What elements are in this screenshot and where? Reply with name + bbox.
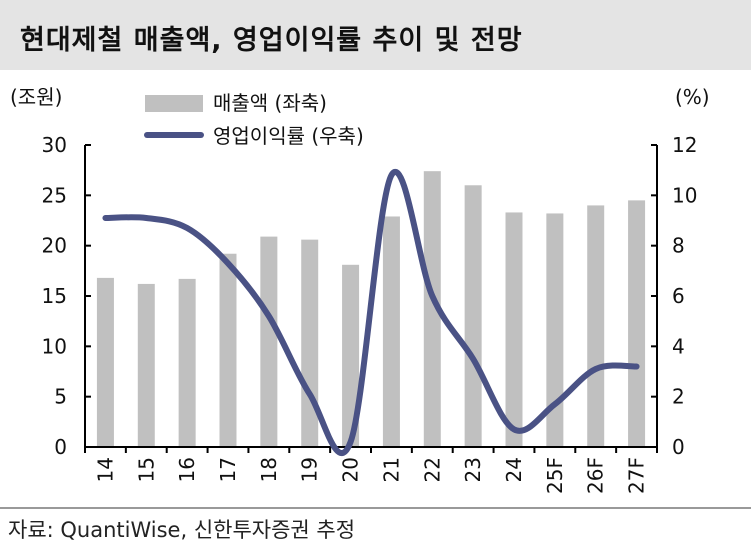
- chart-title: 현대제철 매출액, 영업이익률 추이 및 전망: [20, 25, 523, 56]
- x-tick-label: 16: [175, 457, 199, 482]
- left-tick-label: 0: [54, 435, 67, 459]
- x-tick-label: 20: [339, 457, 363, 482]
- bar-26F: [587, 205, 605, 447]
- x-tick-label: 24: [502, 457, 526, 482]
- bar-16: [178, 278, 196, 447]
- legend-line-label: 영업이익률 (우축): [213, 124, 364, 148]
- right-axis-unit: (%): [675, 85, 710, 109]
- right-tick-label: 12: [672, 133, 697, 157]
- bar-18: [260, 236, 278, 447]
- x-tick-label: 18: [257, 457, 281, 482]
- left-tick-label: 20: [42, 234, 67, 258]
- bar-20: [342, 264, 360, 447]
- x-tick-label: 27F: [625, 457, 649, 494]
- bar-24: [505, 212, 523, 447]
- bar-21: [382, 216, 400, 447]
- x-tick-label: 21: [379, 457, 403, 482]
- bar-22: [423, 171, 441, 447]
- bar-25F: [546, 213, 564, 447]
- left-tick-label: 30: [42, 133, 67, 157]
- x-tick-label: 26F: [584, 457, 608, 494]
- bar-15: [137, 283, 155, 447]
- x-tick-label: 17: [216, 457, 240, 482]
- right-tick-label: 4: [672, 334, 685, 358]
- x-tick-label: 25F: [543, 457, 567, 494]
- right-tick-label: 8: [672, 234, 685, 258]
- legend-bar-label: 매출액 (좌축): [213, 91, 327, 115]
- bar-17: [219, 253, 237, 447]
- source-note: 자료: QuantiWise, 신한투자증권 추정: [8, 518, 356, 542]
- x-tick-label: 19: [298, 457, 322, 482]
- bar-19: [301, 239, 319, 447]
- operating-margin-line: [102, 169, 640, 456]
- right-tick-label: 10: [672, 183, 697, 207]
- left-tick-label: 25: [42, 183, 67, 207]
- x-tick-label: 15: [134, 457, 158, 482]
- left-axis-unit: (조원): [10, 85, 62, 109]
- bar-23: [464, 185, 482, 447]
- footer-divider: [0, 507, 751, 509]
- right-tick-label: 6: [672, 284, 685, 308]
- bar-27F: [628, 200, 646, 447]
- left-tick-label: 15: [42, 284, 67, 308]
- left-tick-label: 5: [54, 385, 67, 409]
- right-tick-label: 2: [672, 385, 685, 409]
- x-tick-label: 22: [420, 457, 444, 482]
- x-tick-label: 14: [93, 457, 117, 482]
- legend-bar-swatch: [145, 95, 203, 112]
- title-bar: 현대제철 매출액, 영업이익률 추이 및 전망: [0, 0, 751, 70]
- x-tick-label: 23: [461, 457, 485, 482]
- bar-14: [96, 277, 114, 447]
- right-tick-label: 0: [672, 435, 685, 459]
- left-tick-label: 10: [42, 334, 67, 358]
